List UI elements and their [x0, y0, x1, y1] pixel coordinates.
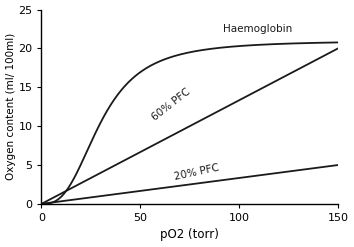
- X-axis label: pO2 (torr): pO2 (torr): [160, 228, 219, 242]
- Text: Haemoglobin: Haemoglobin: [223, 24, 292, 34]
- Text: 60% PFC: 60% PFC: [150, 86, 192, 122]
- Text: 20% PFC: 20% PFC: [174, 163, 221, 182]
- Y-axis label: Oxygen content (ml/ 100ml): Oxygen content (ml/ 100ml): [6, 33, 16, 180]
